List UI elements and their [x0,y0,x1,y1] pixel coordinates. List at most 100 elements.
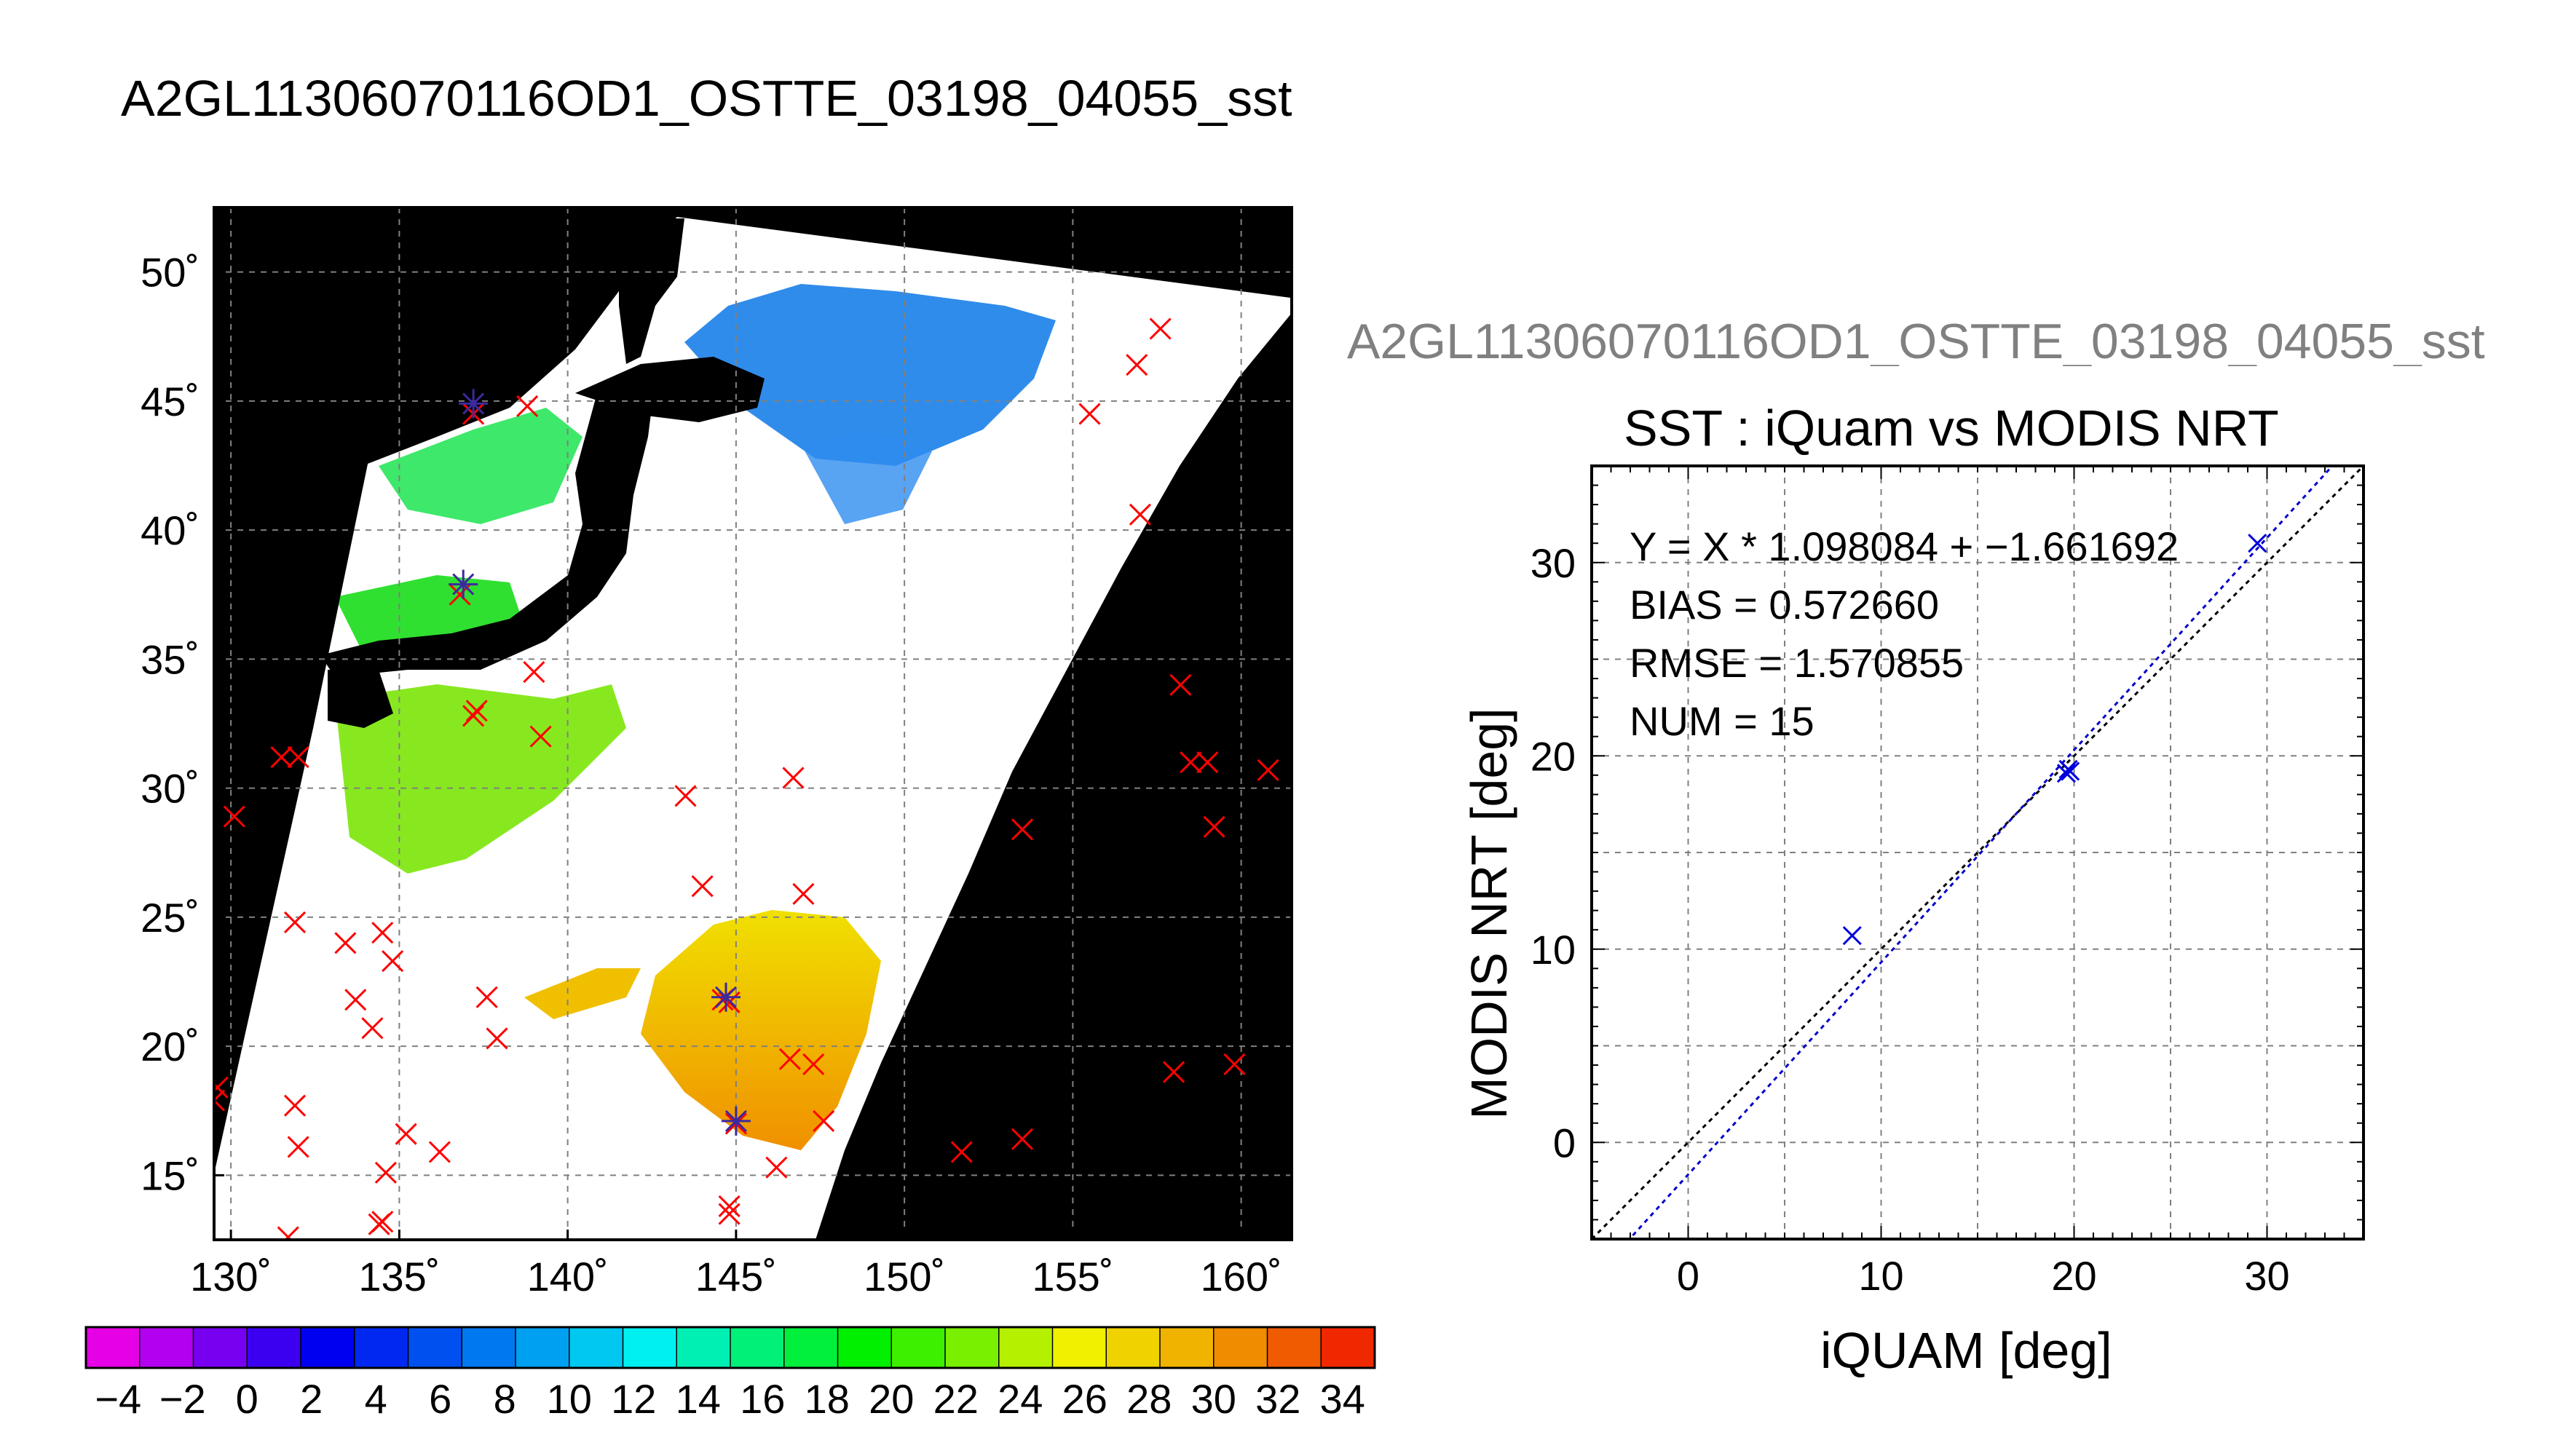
in-situ-marker [283,911,307,934]
colorbar-cell [730,1327,785,1368]
colorbar-tick-label: 4 [365,1376,387,1422]
in-situ-marker [334,932,357,954]
colorbar-labels: −4 −2 0 2 4 6 8 10 12 14 16 18 20 22 24 26 28 30 32 34 [95,1376,1365,1422]
colorbar-cell [301,1327,355,1368]
colorbar-cell [1267,1327,1322,1368]
bias-stat: BIAS = 0.572660 [1630,582,1940,628]
colorbar-cell [945,1327,1000,1368]
x-tick-label: 30 [2244,1253,2289,1299]
colorbar-tick-label: 18 [805,1376,850,1422]
scatter-ticks: 0 10 20 30 0 10 20 30 [1531,465,2364,1299]
in-situ-marker [214,1089,226,1112]
colorbar-cell [247,1327,301,1368]
one-to-one-line [1592,466,2364,1239]
lon-tick-label: 160˚ [1201,1254,1282,1299]
in-situ-marker [1203,815,1225,838]
colorbar-tick-label: 32 [1255,1376,1300,1422]
colorbar-tick-label: 2 [300,1376,323,1422]
in-situ-marker [523,661,545,684]
colorbar-cell [783,1327,839,1368]
in-situ-marker [287,1136,309,1158]
colorbar-cell [998,1327,1054,1368]
colorbar-cell [837,1327,893,1368]
lat-tick-label: 20˚ [141,1024,200,1069]
in-situ-marker [950,1141,973,1163]
colorbar-cell [354,1327,409,1368]
colorbar-cell [676,1327,731,1368]
colorbar-tick-label: 34 [1320,1376,1365,1422]
scatter-point [1842,926,1862,946]
colorbar-cell [1106,1327,1161,1368]
map-frame [213,206,1293,1241]
in-situ-marker [516,395,539,418]
lat-tick-label: 40˚ [141,507,200,553]
sst-region-warm-strip [524,968,641,1019]
colorbar-cell [1321,1327,1375,1368]
in-situ-marker [813,1109,835,1132]
colorbar-frame [84,1326,1376,1369]
in-situ-marker [361,1017,384,1040]
y-tick-label: 10 [1531,927,1576,973]
in-situ-marker [344,989,367,1011]
in-situ-marker [718,1203,741,1225]
lat-tick-label: 50˚ [141,250,200,296]
in-situ-marker [718,991,741,1013]
in-situ-marker [1196,751,1219,774]
in-situ-marker [486,1027,508,1050]
in-situ-marker [277,1226,299,1240]
in-situ-marker [778,1048,801,1070]
lat-tick-label: 30˚ [141,766,200,812]
lat-tick-label: 35˚ [141,636,200,682]
in-situ-marker [691,875,714,898]
main-title: A2GL11306070116OD1_OSTTE_03198_04055_sst [121,70,1292,127]
matched-marker [711,982,741,1012]
scatter-x-axis-label: iQUAM [deg] [1820,1322,2112,1379]
colorbar-tick-label: 22 [933,1376,979,1422]
colorbar-tick-label: −2 [159,1376,206,1422]
colorbar-cell [891,1327,946,1368]
in-situ-marker [223,805,245,828]
lon-tick-label: 135˚ [358,1254,440,1299]
lat-tick-label: 15˚ [141,1152,200,1198]
map-grid [214,207,1292,1240]
colorbar-cell [569,1327,624,1368]
x-tick-label: 20 [2051,1253,2096,1299]
colorbar-cell [139,1327,194,1368]
regression-equation: Y = X * 1.098084 + −1.661692 [1630,523,2179,569]
in-situ-marker [765,1156,788,1179]
colorbar-tick-label: 16 [740,1376,785,1422]
colorbar-cell [516,1327,570,1368]
land-kyushu [328,670,393,728]
in-situ-marker [718,1195,741,1217]
colorbar-cell [1160,1327,1215,1368]
matched-marker [459,389,489,419]
colorbar-tick-label: 24 [998,1376,1043,1422]
colorbar-cell [193,1327,248,1368]
x-tick-label: 0 [1677,1253,1699,1299]
colorbar-cell [86,1327,141,1368]
colorbar-tick-label: 10 [547,1376,592,1422]
sst-region-north [684,284,1056,466]
in-situ-marker [529,725,552,748]
y-tick-label: 0 [1553,1120,1576,1166]
in-situ-marker [1257,759,1279,781]
in-situ-marker [1011,818,1034,841]
land-sakhalin [619,218,684,364]
in-situ-marker [475,986,498,1008]
colorbar-cell [623,1327,678,1368]
lat-tick-label: 25˚ [141,895,200,941]
in-situ-marker [465,700,488,722]
map-ticks: 130˚ 135˚ 140˚ 145˚ 150˚ 155˚ 160˚ 15˚ 20˚ 25˚ 30˚… [141,250,1282,1299]
matched-marker [721,1106,751,1136]
sst-region-warm [641,910,881,1150]
colorbar-tick-label: 0 [236,1376,258,1422]
num-stat: NUM = 15 [1630,698,1814,744]
in-situ-marker [371,922,394,944]
in-situ-marker [782,767,805,789]
colorbar-tick-label: 14 [676,1376,721,1422]
colorbar-cell [1213,1327,1268,1368]
x-tick-label: 10 [1858,1253,1903,1299]
scatter-grid [1592,466,2364,1239]
